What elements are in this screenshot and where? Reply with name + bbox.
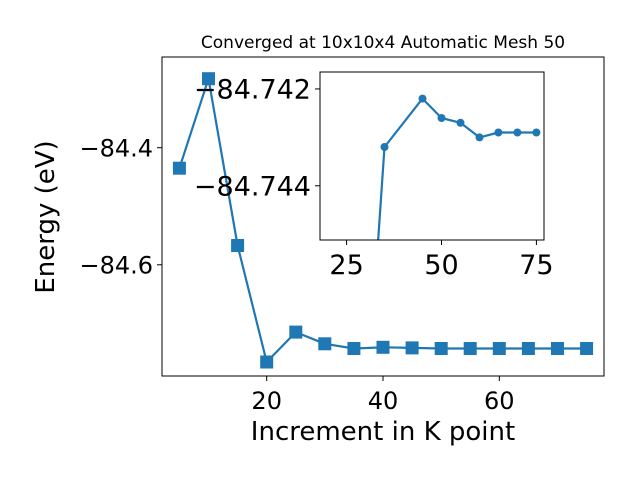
data-point [551, 342, 564, 355]
chart-title: Converged at 10x10x4 Automatic Mesh 50 [201, 33, 565, 53]
data-point [456, 118, 465, 127]
inset-plot-area: 25 50 75 −84.744 −84.742 [194, 71, 554, 281]
inset-chart: 25 50 75 −84.744 −84.742 [194, 71, 554, 281]
x-tick-label: 20 [251, 387, 282, 415]
data-point [172, 161, 186, 175]
data-point [437, 114, 446, 122]
main-chart: Converged at 10x10x4 Automatic Mesh 50 2… [31, 33, 605, 447]
data-point [580, 342, 594, 355]
axes-frame [319, 71, 545, 241]
data-point [492, 342, 506, 355]
data-point [231, 239, 245, 252]
data-point [289, 325, 303, 339]
x-tick-label: 50 [424, 250, 458, 281]
data-point [418, 94, 427, 103]
x-tick-label: 60 [484, 387, 515, 415]
data-point [380, 143, 389, 151]
data-point [475, 133, 484, 142]
data-point [494, 128, 503, 137]
data-point [405, 341, 419, 355]
data-point [463, 342, 477, 355]
data-point [202, 72, 215, 86]
data-point [318, 337, 332, 351]
main-plot-area: 20 40 60 −84.4 −84.6 [79, 56, 605, 415]
x-axis-label: Increment in K point [251, 417, 515, 447]
x-tick-label: 25 [329, 250, 363, 281]
data-point [532, 128, 541, 137]
data-point [347, 342, 361, 355]
y-tick-label: −84.742 [194, 75, 311, 106]
y-axis-label: Energy (eV) [31, 140, 61, 293]
data-point [521, 342, 535, 355]
x-tick-label: 40 [368, 387, 399, 415]
y-tick-label: −84.6 [79, 251, 153, 279]
data-point [260, 355, 274, 369]
y-tick-label: −84.4 [79, 134, 153, 162]
x-tick-label: 75 [519, 250, 553, 281]
y-tick-label: −84.744 [194, 172, 311, 203]
data-point [434, 342, 448, 355]
data-point [376, 340, 390, 354]
inset-background [320, 72, 544, 240]
data-point [513, 128, 522, 137]
